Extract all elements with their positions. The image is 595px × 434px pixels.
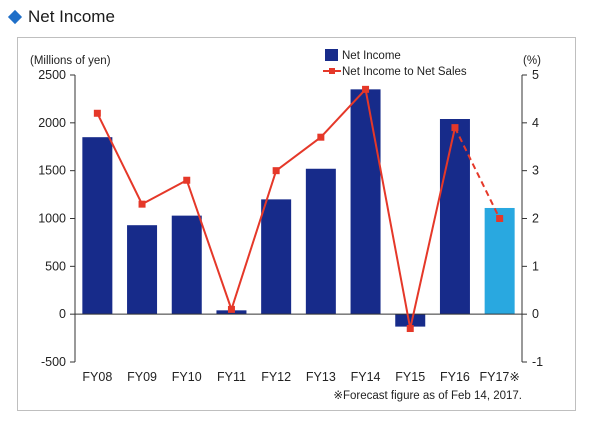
line-segment <box>409 127 456 329</box>
left-tick-label: 500 <box>45 259 66 273</box>
left-tick-label: 2000 <box>38 116 66 130</box>
left-tick-label: 1500 <box>38 164 66 178</box>
right-tick-label: 2 <box>532 212 539 226</box>
bar <box>261 199 292 315</box>
x-tick-label: FY15 <box>395 370 425 384</box>
line-point <box>406 325 414 333</box>
right-axis-ticks: 5 4 3 2 1 0 -1 <box>522 68 543 369</box>
x-tick-label: FY17※ <box>479 370 519 384</box>
x-tick-label: FY14 <box>351 370 381 384</box>
x-tick-label: FY16 <box>440 370 470 384</box>
x-tick-label: FY13 <box>306 370 336 384</box>
chart-heading: Net Income <box>6 6 115 28</box>
left-tick-label: 1000 <box>38 212 66 226</box>
line-segment <box>364 89 412 329</box>
left-tick-label: 2500 <box>38 68 66 82</box>
right-tick-label: 1 <box>532 259 539 273</box>
line-segment-forecast <box>454 127 501 219</box>
x-axis-labels: FY08 FY09 FY10 FY11 FY12 FY13 FY14 FY15 FY16 FY17… <box>82 370 519 384</box>
bar-series <box>82 89 515 327</box>
right-tick-label: 3 <box>532 164 539 178</box>
line-point <box>138 200 146 208</box>
right-tick-label: -1 <box>532 355 543 369</box>
right-axis-label: (%) <box>523 55 541 67</box>
bar <box>305 168 336 315</box>
legend: Net Income Net Income to Net Sales <box>323 49 467 78</box>
x-tick-label: FY10 <box>172 370 202 384</box>
line-segment <box>185 179 233 310</box>
line-segment <box>141 179 188 206</box>
left-tick-label: 0 <box>59 307 66 321</box>
line-point <box>272 167 280 175</box>
right-tick-label: 5 <box>532 68 539 82</box>
x-tick-label: FY12 <box>261 370 291 384</box>
right-tick-label: 0 <box>532 307 539 321</box>
bar <box>171 215 202 315</box>
line-point <box>227 305 235 313</box>
legend-bar-swatch <box>325 49 338 61</box>
right-tick-label: 4 <box>532 116 539 130</box>
line-point <box>317 133 325 141</box>
bar <box>350 89 381 315</box>
left-axis-label: (Millions of yen) <box>30 55 111 67</box>
line-segment <box>96 112 143 205</box>
line-segment <box>320 88 367 138</box>
bar <box>127 225 158 315</box>
legend-net-income-ratio: Net Income to Net Sales <box>342 66 467 78</box>
line-point <box>362 85 370 93</box>
left-axis-ticks: 2500 2000 1500 1000 500 0 -500 <box>38 68 75 369</box>
x-tick-label: FY09 <box>127 370 157 384</box>
legend-line-marker <box>329 68 335 74</box>
bar-forecast <box>484 207 515 315</box>
bar <box>395 314 426 327</box>
line-point <box>93 109 101 117</box>
forecast-footnote: ※Forecast figure as of Feb 14, 2017. <box>333 390 522 402</box>
chart-frame <box>17 37 576 411</box>
line-point <box>496 215 504 222</box>
legend-net-income: Net Income <box>342 50 401 62</box>
x-tick-label: FY08 <box>82 370 112 384</box>
line-point <box>451 124 459 132</box>
bar <box>82 137 113 315</box>
line-point <box>183 176 191 184</box>
x-tick-label: FY11 <box>217 370 246 384</box>
heading-title: Net Income <box>28 7 115 26</box>
left-tick-label: -500 <box>41 355 66 369</box>
line-series <box>93 85 504 333</box>
line-segment <box>275 136 322 172</box>
bar <box>439 119 470 315</box>
line-segment <box>230 170 278 310</box>
